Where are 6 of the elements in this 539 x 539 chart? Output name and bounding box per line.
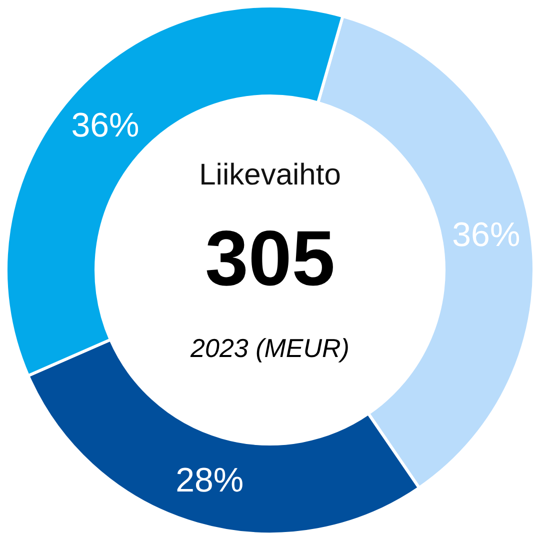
text: Liikevaihto [199,158,341,192]
data-label: 28% [176,462,244,500]
text: 2023 (MEUR) [190,333,350,363]
data-label: 36% [71,106,140,145]
data-label: 36% [452,216,520,254]
text: 305 [204,214,336,302]
